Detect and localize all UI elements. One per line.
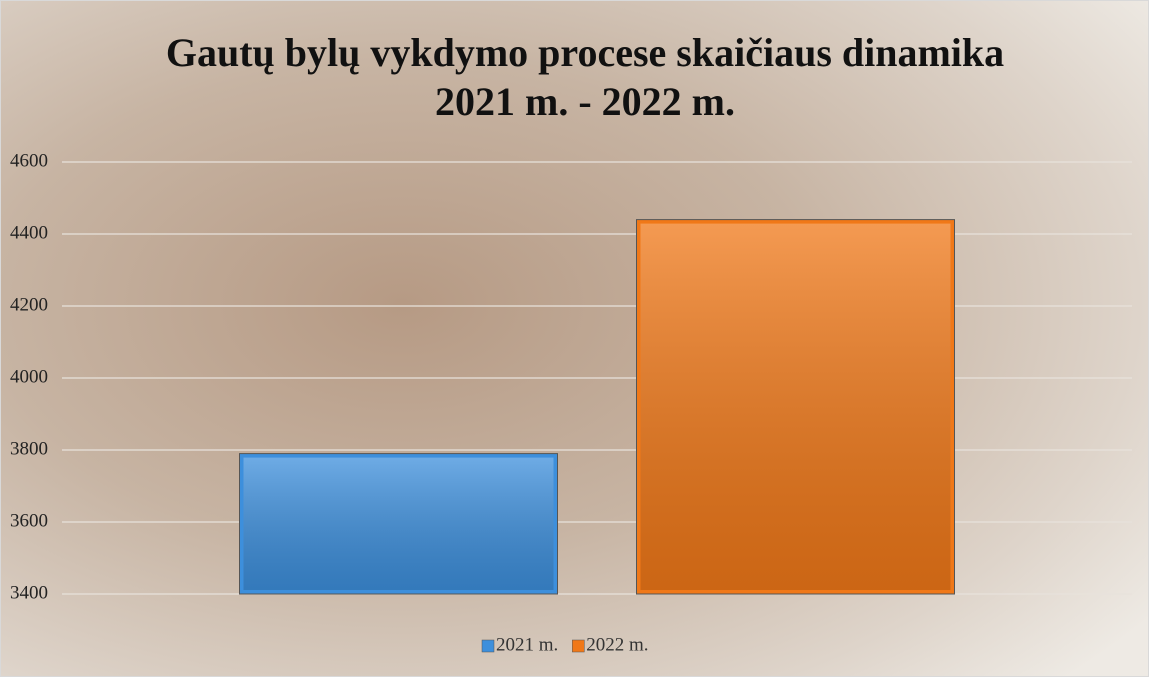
y-tick-label: 4600 [10, 150, 48, 171]
legend-swatch [572, 640, 584, 652]
chart: Gautų bylų vykdymo procese skaičiaus din… [0, 0, 1149, 677]
legend-swatch [482, 640, 494, 652]
y-tick-label: 3800 [10, 438, 48, 459]
chart-title: 2021 m. - 2022 m. [435, 79, 735, 124]
y-tick-label: 3600 [10, 510, 48, 531]
legend-label: 2022 m. [586, 634, 648, 655]
y-tick-label: 4400 [10, 222, 48, 243]
y-tick-label: 4200 [10, 294, 48, 315]
bar-shine [641, 224, 951, 590]
y-tick-label: 3400 [10, 582, 48, 603]
chart-title: Gautų bylų vykdymo procese skaičiaus din… [166, 30, 1004, 75]
y-tick-label: 4000 [10, 366, 48, 387]
bar-shine [244, 458, 554, 590]
legend-label: 2021 m. [496, 634, 558, 655]
